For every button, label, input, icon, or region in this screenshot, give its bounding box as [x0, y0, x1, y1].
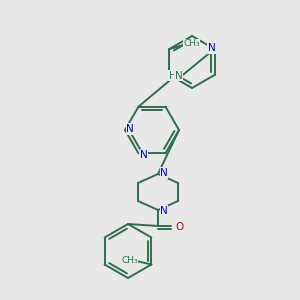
- Text: N: N: [126, 124, 134, 134]
- Text: CH₃: CH₃: [183, 40, 200, 49]
- Text: N: N: [160, 206, 168, 216]
- Text: N: N: [140, 150, 147, 161]
- Text: O: O: [175, 223, 183, 232]
- Text: CH₃: CH₃: [121, 256, 138, 265]
- Text: N: N: [160, 168, 168, 178]
- Text: N: N: [175, 71, 182, 81]
- Text: N: N: [208, 43, 215, 53]
- Text: H: H: [169, 71, 176, 81]
